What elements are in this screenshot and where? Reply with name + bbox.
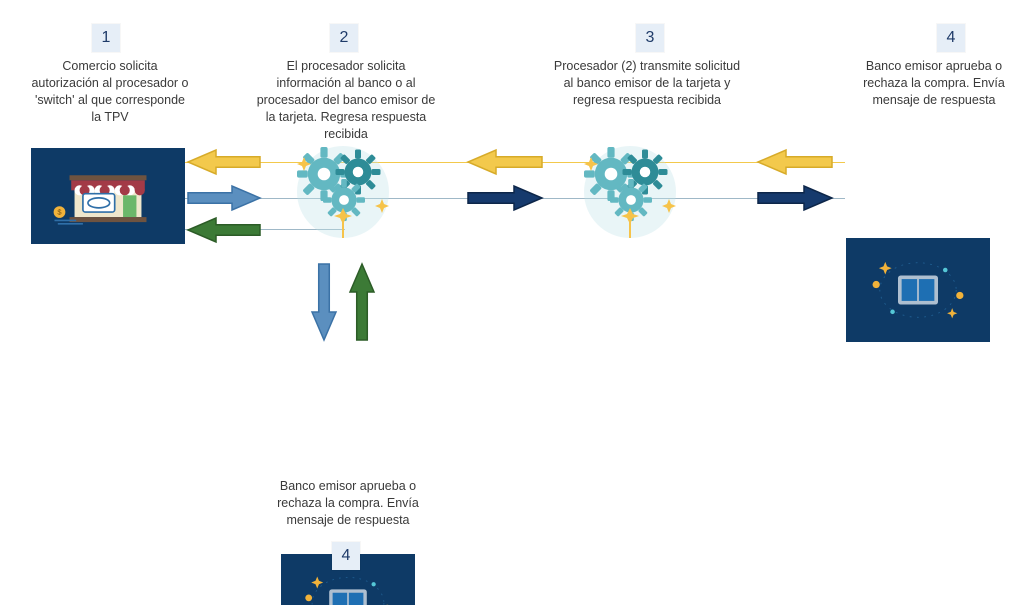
step-text-t4: Banco emisor aprueba o rechaza la compra… [844,58,1024,109]
step-badge-b2: 2 [330,24,358,52]
step-badge-b1: 1 [92,24,120,52]
a-navy-2 [468,186,542,210]
step-text-t3: Procesador (2) transmite solicitud al ba… [552,58,742,109]
step-badge-b4: 4 [937,24,965,52]
a-blue-down [312,264,336,340]
step-text-t1: Comercio solicita autorización al proces… [30,58,190,126]
a-yellow-2 [468,150,542,174]
tile-store [31,148,185,244]
a-blue-1 [188,186,260,210]
step-badge-b3: 3 [636,24,664,52]
step-badge-b4b: 4 [332,542,360,570]
a-yellow-1 [188,150,260,174]
step-text-t2: El procesador solicita información al ba… [256,58,436,142]
a-yellow-3 [758,150,832,174]
a-green-left [188,218,260,242]
gear-cluster-g3 [575,144,685,240]
gear-cluster-g2 [288,144,398,240]
a-green-up [350,264,374,340]
a-navy-3 [758,186,832,210]
step-text-t4b: Banco emisor aprueba o rechaza la compra… [258,478,438,529]
diagram-stage: .dot-gold{fill:#f1b23a} .dot-cyan{fill:#… [0,0,1024,605]
tile-bank_r: .dot-gold{fill:#f1b23a} .dot-cyan{fill:#… [846,238,990,342]
